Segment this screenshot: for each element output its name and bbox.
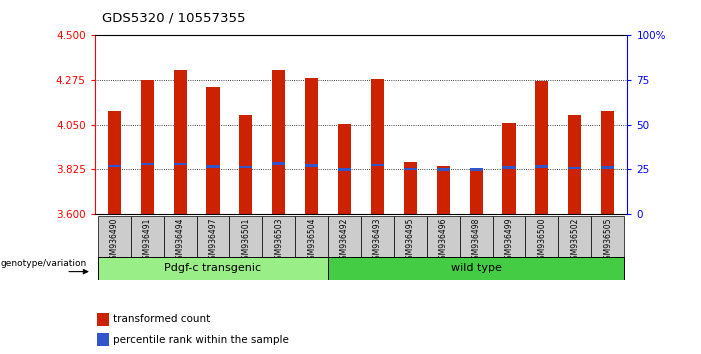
Bar xyxy=(305,164,318,167)
Bar xyxy=(229,216,262,257)
Bar xyxy=(437,168,450,171)
Text: genotype/variation: genotype/variation xyxy=(1,258,87,268)
Bar xyxy=(97,313,109,326)
Bar xyxy=(174,70,186,214)
Bar xyxy=(108,165,121,167)
Bar xyxy=(164,216,196,257)
Bar xyxy=(503,166,515,169)
Bar xyxy=(558,216,591,257)
Bar xyxy=(131,216,164,257)
Bar xyxy=(174,162,186,165)
Bar xyxy=(98,257,328,280)
Text: GSM936492: GSM936492 xyxy=(340,218,349,264)
Bar xyxy=(437,166,450,214)
Text: GSM936495: GSM936495 xyxy=(406,218,415,264)
Bar xyxy=(108,111,121,214)
Bar xyxy=(239,166,252,168)
Bar xyxy=(338,168,351,171)
Bar xyxy=(295,216,328,257)
Text: GSM936494: GSM936494 xyxy=(176,218,184,264)
Text: percentile rank within the sample: percentile rank within the sample xyxy=(114,335,289,345)
Bar xyxy=(141,80,154,214)
Bar xyxy=(98,216,131,257)
Text: GSM936505: GSM936505 xyxy=(603,218,612,264)
Bar xyxy=(404,167,417,170)
Bar xyxy=(404,161,417,214)
Text: GDS5320 / 10557355: GDS5320 / 10557355 xyxy=(102,12,245,25)
Text: GSM936497: GSM936497 xyxy=(208,218,217,264)
Bar xyxy=(569,167,581,169)
Bar xyxy=(371,164,384,166)
Bar xyxy=(493,216,526,257)
Bar xyxy=(460,216,493,257)
Text: GSM936491: GSM936491 xyxy=(143,218,151,264)
Bar xyxy=(207,165,219,168)
Text: GSM936499: GSM936499 xyxy=(505,218,514,264)
Bar xyxy=(328,257,624,280)
Bar xyxy=(536,165,548,168)
Bar xyxy=(470,170,483,214)
Bar xyxy=(601,166,614,169)
Text: GSM936498: GSM936498 xyxy=(472,218,481,264)
Bar xyxy=(361,216,394,257)
Text: GSM936502: GSM936502 xyxy=(571,218,579,264)
Text: Pdgf-c transgenic: Pdgf-c transgenic xyxy=(165,263,261,273)
Bar xyxy=(591,216,624,257)
Text: GSM936503: GSM936503 xyxy=(274,218,283,264)
Bar xyxy=(371,79,384,214)
Bar xyxy=(207,87,219,214)
Text: GSM936500: GSM936500 xyxy=(538,218,546,264)
Text: GSM936493: GSM936493 xyxy=(373,218,382,264)
Text: GSM936490: GSM936490 xyxy=(110,218,119,264)
Bar xyxy=(503,123,515,214)
Bar xyxy=(97,333,109,346)
Bar xyxy=(601,111,614,214)
Bar xyxy=(526,216,558,257)
Text: wild type: wild type xyxy=(451,263,501,273)
Bar xyxy=(338,124,351,214)
Bar xyxy=(470,169,483,171)
Bar xyxy=(272,162,285,165)
Bar xyxy=(394,216,427,257)
Bar xyxy=(305,78,318,214)
Text: GSM936501: GSM936501 xyxy=(241,218,250,264)
Bar xyxy=(141,162,154,165)
Text: transformed count: transformed count xyxy=(114,314,210,325)
Text: GSM936504: GSM936504 xyxy=(307,218,316,264)
Bar xyxy=(239,115,252,214)
Bar xyxy=(272,70,285,214)
Bar xyxy=(196,216,229,257)
Bar xyxy=(569,115,581,214)
Bar xyxy=(262,216,295,257)
Bar xyxy=(427,216,460,257)
Bar xyxy=(536,81,548,214)
Bar xyxy=(328,216,361,257)
Text: GSM936496: GSM936496 xyxy=(439,218,448,264)
